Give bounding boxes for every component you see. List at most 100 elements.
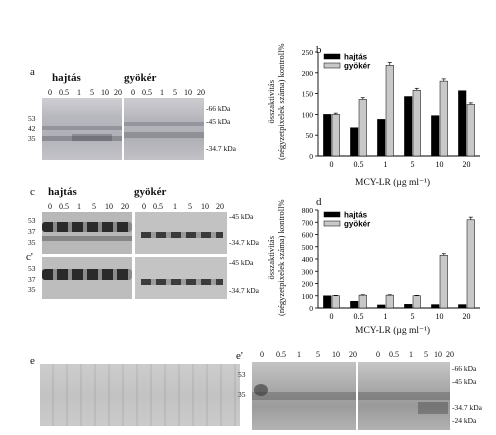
lane-label: 0 [48, 202, 52, 211]
panel-c-marker-37: 37 [28, 227, 36, 236]
y-tick-label: 250 [302, 48, 314, 57]
lane-label: 0.5 [142, 88, 152, 97]
panel-e-prime-letter: e' [236, 350, 243, 362]
x-tick-label: 0 [330, 312, 334, 321]
lane-label: 20 [114, 88, 122, 97]
lane-label: 20 [446, 350, 454, 359]
panel-c-prime-gel-right [135, 257, 227, 299]
bar-root [385, 65, 394, 157]
panel-c-kda-34: -34.7 kDa [229, 238, 259, 247]
bar-shoot [350, 301, 359, 309]
bar-root [331, 114, 340, 157]
panel-a-group-root: gyökér [124, 72, 157, 84]
legend-swatch [323, 220, 341, 227]
panel-e-prime-kda-66: -66 kDa [452, 364, 477, 373]
bar-root [439, 80, 448, 157]
x-tick-label: 0.5 [354, 312, 364, 321]
lane-label: 10 [201, 202, 209, 211]
lane-label: 5 [316, 350, 320, 359]
lane-label: 10 [105, 202, 113, 211]
panel-a-marker-53: 53 [28, 114, 36, 123]
panel-c-letter: c [30, 186, 35, 198]
bar-root [385, 294, 394, 309]
y-tick-label: 0 [309, 152, 313, 161]
bar-root [412, 90, 421, 157]
y-tick-label: 200 [302, 280, 314, 289]
panel-e-prime-kda-34: -34.7 kDa [452, 403, 482, 412]
x-tick-label: 1 [384, 312, 388, 321]
lane-label: 5 [92, 202, 96, 211]
lane-label: 1 [160, 88, 164, 97]
lane-label: 0 [376, 350, 380, 359]
bar-shoot [323, 114, 332, 157]
y-tick-label: 400 [302, 255, 314, 264]
bar-root [331, 295, 340, 309]
panel-c-prime-marker-37: 37 [28, 275, 36, 284]
y-tick-label: 300 [302, 267, 314, 276]
legend-swatch [323, 53, 341, 60]
lane-label: 10 [434, 350, 442, 359]
bar-root [358, 99, 367, 157]
panel-b-ylabel-line1: összaktivitás [266, 79, 276, 124]
panel-c-group-root: gyökér [134, 186, 167, 198]
panel-c-prime-gel-left [42, 257, 132, 299]
panel-c-marker-35: 35 [28, 238, 36, 247]
panel-a-gel-right [124, 98, 204, 160]
y-tick-label: 100 [302, 292, 314, 301]
lane-label: 0 [260, 350, 264, 359]
lane-label: 0 [48, 88, 52, 97]
y-tick-label: 50 [306, 131, 314, 140]
lane-label: 0.5 [59, 202, 69, 211]
lane-label: 1 [409, 350, 413, 359]
legend-label: hajtás [344, 211, 368, 220]
panel-e-prime-gel-right [358, 362, 450, 430]
x-tick-label: 1 [384, 160, 388, 169]
panel-c-marker-53: 53 [28, 216, 36, 225]
panel-a-group-shoot: hajtás [52, 72, 81, 84]
lane-label: 1 [173, 202, 177, 211]
panel-e-prime-marker-53: 53 [238, 370, 246, 379]
panel-c-gel-left [42, 212, 132, 254]
panel-d-ylabel-line1: összaktivitás [266, 235, 276, 280]
lane-label: 0 [142, 202, 146, 211]
panel-e-prime-kda-45: -45 kDa [452, 377, 477, 386]
x-tick-label: 20 [463, 160, 471, 169]
panel-b-letter: b [316, 44, 322, 56]
y-tick-label: 0 [309, 304, 313, 313]
bar-shoot [431, 304, 440, 309]
lane-label: 1 [297, 350, 301, 359]
lane-label: 10 [184, 88, 192, 97]
panel-c-prime-letter: c' [26, 251, 33, 263]
panel-d-chart: 0 100 200 300 400 500 600 700 800 0 0.5 1 5 10 20 hajtá… [302, 206, 480, 321]
y-tick-label: 200 [302, 69, 314, 78]
bar-shoot [323, 295, 332, 309]
panel-c-prime-kda-45: -45 kDa [229, 258, 254, 267]
legend-swatch [323, 62, 341, 69]
bar-shoot [404, 96, 413, 157]
x-tick-label: 5 [411, 160, 415, 169]
lane-label: 20 [216, 202, 224, 211]
x-tick-label: 20 [463, 312, 471, 321]
panel-e-gel [40, 364, 240, 426]
bar-shoot [377, 304, 386, 309]
panel-c-gel-right [135, 212, 227, 254]
x-tick-label: 10 [436, 312, 444, 321]
panel-e-prime-gel-left [252, 362, 356, 430]
lane-label: 0.5 [276, 350, 286, 359]
panel-c-prime-marker-35: 35 [28, 285, 36, 294]
x-tick-label: 5 [411, 312, 415, 321]
bar-root [466, 104, 475, 157]
y-tick-label: 700 [302, 218, 314, 227]
panel-a-gel-left [42, 98, 122, 160]
lane-label: 0.5 [59, 88, 69, 97]
panel-e-prime-marker-35: 35 [238, 390, 246, 399]
lane-label: 20 [121, 202, 129, 211]
panel-b-xlabel: MCY-LR (µg ml⁻¹) [355, 178, 431, 188]
panel-a-kda-66: -66 kDa [206, 104, 231, 113]
bar-root [412, 295, 421, 309]
panel-a-kda-34: -34.7 kDa [206, 144, 236, 153]
bar-shoot [404, 304, 413, 309]
y-tick-label: 150 [302, 90, 314, 99]
y-tick-label: 100 [302, 110, 314, 119]
